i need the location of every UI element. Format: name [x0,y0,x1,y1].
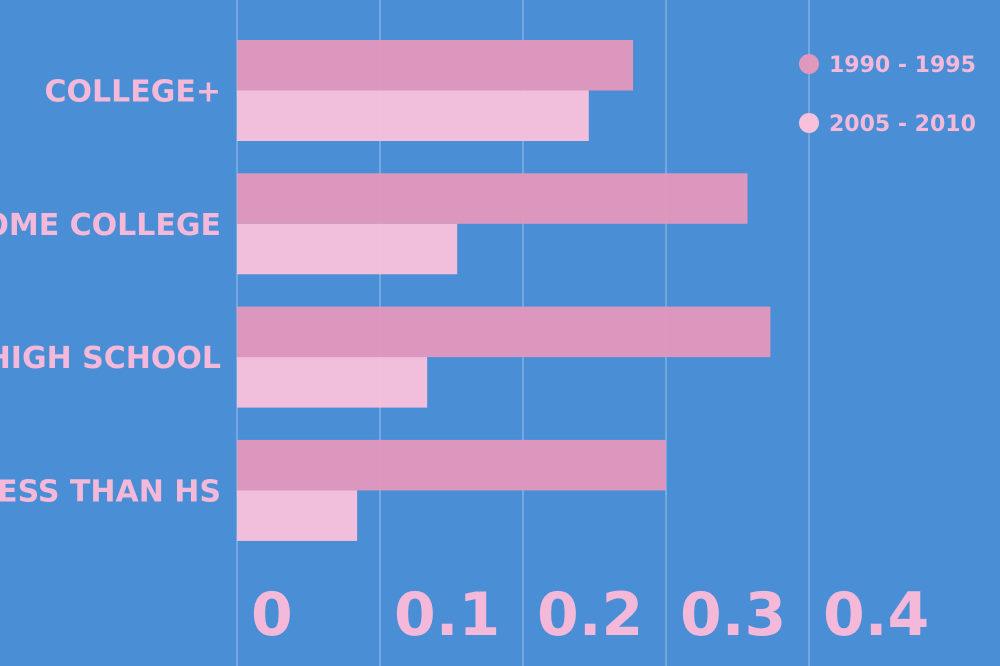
x-tick-label-0: 0 [251,580,293,650]
category-label-college: COLLEGE+ [45,75,222,110]
bar-some-college-2005-2010 [237,223,458,275]
legend-marker-1990-1995 [799,54,819,74]
bar-college-1990-1995 [237,40,634,91]
category-label-high-school: HIGH SCHOOL [0,341,221,376]
category-label-some-college: SOME COLLEGE [0,208,221,243]
x-tick-label-1: 0.1 [394,580,500,650]
bar-college-2005-2010 [237,90,589,141]
category-label-less-than-hs: LESS THAN HS [0,474,221,509]
x-tick-label-2: 0.2 [537,580,643,650]
bar-some-college-1990-1995 [237,173,748,224]
bars [237,40,771,541]
legend-label-1990-1995: 1990 - 1995 [829,53,976,78]
bar-less-than-hs-1990-1995 [237,439,666,491]
legend-marker-2005-2010 [799,113,819,133]
bar-less-than-hs-2005-2010 [237,490,358,541]
x-tick-labels: 0 0.1 0.2 0.3 0.4 [251,580,929,650]
category-labels: COLLEGE+ SOME COLLEGE HIGH SCHOOL LESS THAN… [0,75,221,510]
bar-high-school-2005-2010 [237,357,428,408]
bar-high-school-1990-1995 [237,306,771,358]
legend: 1990 - 1995 2005 - 2010 [799,53,976,137]
x-tick-label-3: 0.3 [680,580,786,650]
x-tick-label-4: 0.4 [823,580,929,650]
legend-label-2005-2010: 2005 - 2010 [829,112,976,137]
